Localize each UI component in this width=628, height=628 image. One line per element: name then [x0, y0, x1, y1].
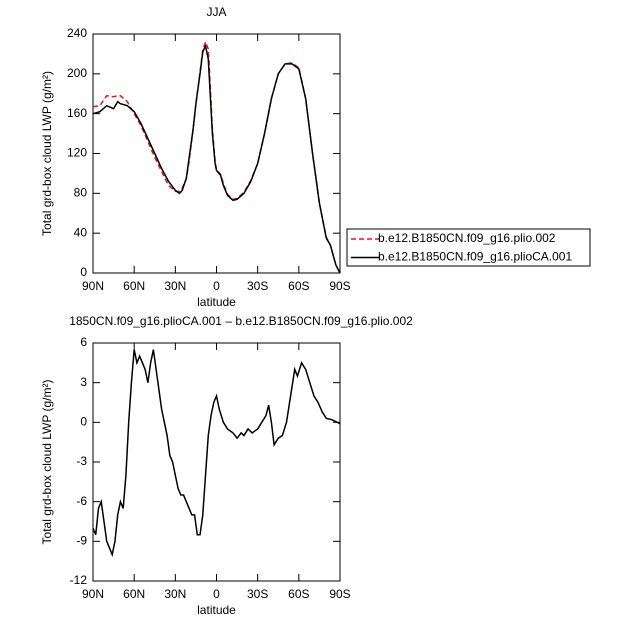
y-tick-label: 160 [67, 106, 87, 120]
x-tick-label: 30S [247, 279, 268, 293]
x-tick-label: 0 [213, 587, 220, 601]
x-tick-label: 30N [164, 587, 186, 601]
y-tick-label: -6 [76, 494, 87, 508]
x-axis-label: latitude [197, 295, 236, 309]
y-tick-label: 240 [67, 26, 87, 40]
x-tick-label: 60N [123, 587, 145, 601]
y-tick-label: -12 [70, 573, 88, 587]
series-line [92, 39, 341, 274]
x-tick-label: 90N [82, 279, 104, 293]
series-line [92, 43, 341, 274]
x-axis-label: latitude [197, 603, 236, 617]
y-tick-label: -9 [76, 534, 87, 548]
plot-frame [92, 33, 341, 274]
plot-frame [92, 342, 341, 582]
y-tick-label: 3 [80, 375, 87, 389]
y-tick-label: 120 [67, 146, 87, 160]
x-tick-label: 60S [288, 279, 309, 293]
chart-title: JJA [206, 5, 226, 19]
y-tick-label: 0 [80, 415, 87, 429]
y-axis-label: Total grd-box cloud LWP (g/m²) [40, 380, 54, 545]
x-tick-label: 60N [123, 279, 145, 293]
y-axis-label: Total grd-box cloud LWP (g/m²) [40, 71, 54, 236]
legend-label: b.e12.B1850CN.f09_g16.plioCA.001 [378, 250, 572, 264]
y-tick-label: 200 [67, 66, 87, 80]
x-tick-label: 60S [288, 587, 309, 601]
y-tick-label: 80 [74, 186, 88, 200]
x-tick-label: 90N [82, 587, 104, 601]
x-tick-label: 30S [247, 587, 268, 601]
x-tick-label: 90S [329, 279, 350, 293]
x-tick-label: 90S [329, 587, 350, 601]
y-tick-label: 40 [74, 225, 88, 239]
x-tick-label: 0 [213, 279, 220, 293]
legend-label: b.e12.B1850CN.f09_g16.plio.002 [378, 231, 556, 245]
y-tick-label: -3 [76, 454, 87, 468]
y-tick-label: 6 [80, 335, 87, 349]
chart-title: 1850CN.f09_g16.plioCA.001 – b.e12.B1850C… [69, 314, 413, 328]
series-line [92, 349, 341, 558]
legend-box [346, 228, 591, 267]
y-tick-label: 0 [80, 265, 87, 279]
x-tick-label: 30N [164, 279, 186, 293]
